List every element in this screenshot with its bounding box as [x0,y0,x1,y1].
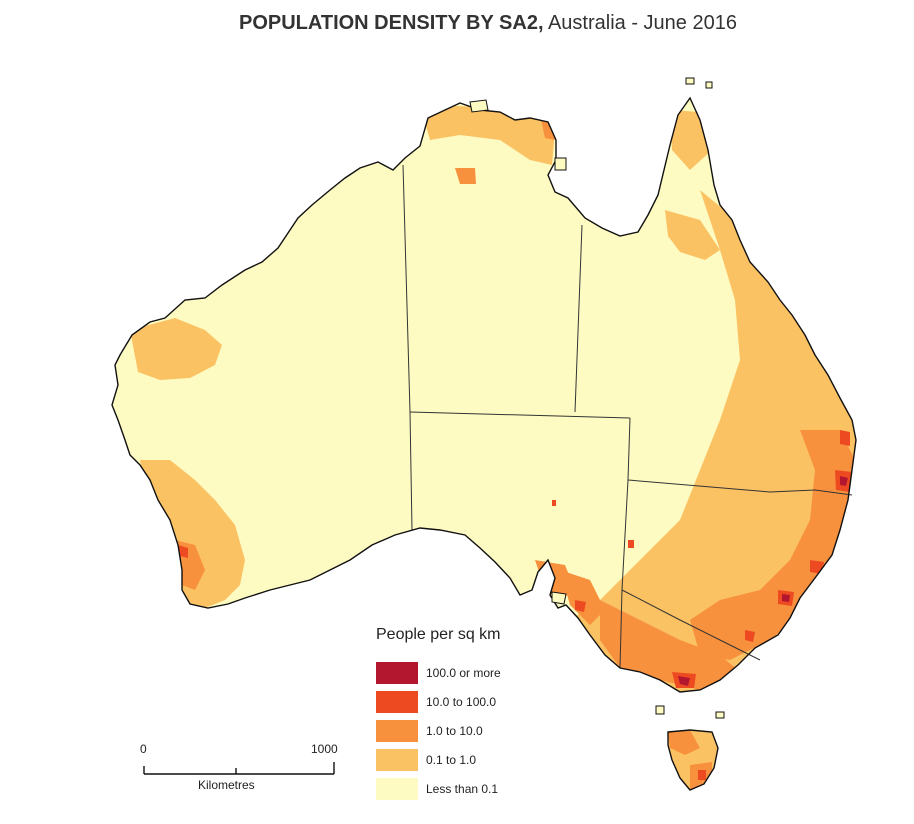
legend-swatch [376,661,418,684]
island-torres-2 [705,81,713,89]
legend-label: 10.0 to 100.0 [426,694,497,709]
state-borders [402,164,853,669]
legend-item: 100.0 or more [376,658,501,687]
legend-item: 10.0 to 100.0 [376,687,501,716]
border-nsw-vic [621,589,761,661]
island-kangaroo [551,591,567,605]
island-flinders [715,711,725,719]
map-legend: People per sq km 100.0 or more 10.0 to 1… [376,626,501,803]
legend-item: 0.1 to 1.0 [376,745,501,774]
legend-item: Less than 0.1 [376,774,501,803]
scale-bar: 0 1000 Kilometres [138,742,358,802]
map-title: POPULATION DENSITY BY SA2, Australia - J… [0,12,914,35]
legend-swatch [376,690,418,713]
scale-start-label: 0 [140,742,147,756]
scale-end-label: 1000 [311,742,338,756]
legend-label: 0.1 to 1.0 [426,752,477,767]
map-title-sub: Australia - June 2016 [543,12,737,34]
legend-label: 100.0 or more [426,665,501,680]
legend-swatch [376,719,418,742]
legend-title: People per sq km [376,626,501,643]
legend-label: Less than 0.1 [426,781,499,796]
border-nt-qld [574,224,583,413]
border-qld-nsw [627,479,853,496]
island-torres-1 [685,77,695,85]
island-tiwi [469,99,489,113]
legend-item: 1.0 to 10.0 [376,716,501,745]
legend-label: 1.0 to 10.0 [426,723,483,738]
island-groote [554,157,567,171]
border-sa-east [619,417,631,669]
scale-bar-line [143,762,335,775]
map-title-main: POPULATION DENSITY BY SA2, [239,12,544,34]
scale-unit-label: Kilometres [198,778,255,792]
legend-swatch [376,748,418,771]
legend-swatch [376,777,418,800]
island-king [655,705,665,715]
border-nt-sa [409,411,631,419]
islands [469,77,725,719]
